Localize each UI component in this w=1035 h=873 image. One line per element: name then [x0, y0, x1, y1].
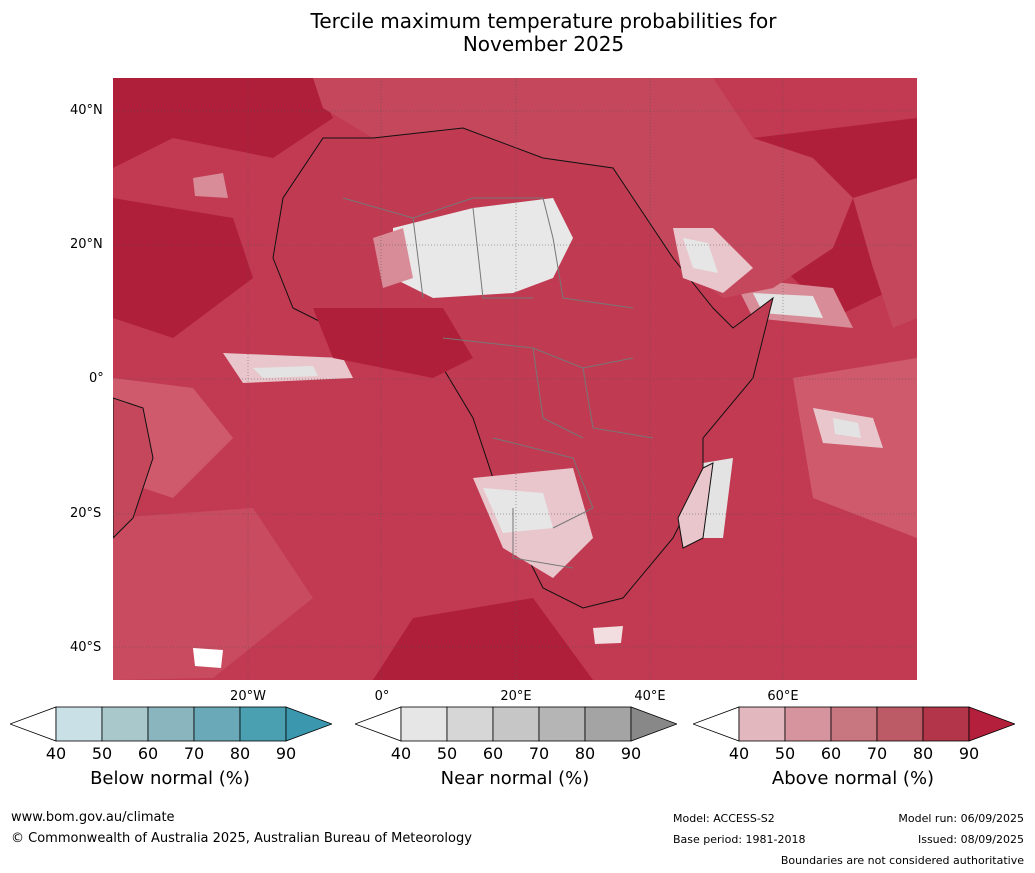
colorbar-below-lower-extend: [10, 706, 57, 742]
colorbar-label-near: Near normal (%): [440, 768, 590, 789]
map-title: Tercile maximum temperature probabilitie…: [0, 10, 1035, 56]
colorbar-above-lower-extend: [693, 706, 740, 742]
colorbar-near-lower-extend: [355, 706, 402, 742]
map-canvas: [113, 78, 917, 680]
india-land: [853, 178, 917, 328]
colorbar-above-tick: 50: [774, 744, 796, 763]
colorbar-above-segment: [922, 706, 970, 742]
colorbar-below-tick: 90: [275, 744, 297, 763]
colorbar-near-segment: [584, 706, 632, 742]
country-borders: [342, 197, 654, 569]
probability-map: [113, 78, 917, 680]
lat-label-equator: 0°: [89, 371, 104, 386]
lat-label-40s: 40°S: [70, 640, 102, 655]
colorbar-below-normal: [10, 706, 332, 742]
model-info: Model: ACCESS-S2: [673, 812, 775, 825]
colorbar-near-tick: 90: [620, 744, 642, 763]
issued-date: Issued: 08/09/2025: [917, 833, 1024, 846]
colorbar-above-tick: 60: [820, 744, 842, 763]
copyright-notice: © Commonwealth of Australia 2025, Austra…: [11, 831, 472, 846]
colorbar-near-segment: [446, 706, 494, 742]
lon-label-40e: 40°E: [634, 689, 666, 704]
base-period: Base period: 1981-2018: [673, 833, 806, 846]
colorbar-below-tick: 70: [183, 744, 205, 763]
colorbar-above-segment: [738, 706, 786, 742]
colorbar-label-below: Below normal (%): [90, 768, 250, 789]
colorbar-below-tick: 60: [137, 744, 159, 763]
colorbar-above-tick: 90: [958, 744, 980, 763]
lon-label-20w: 20°W: [230, 689, 266, 704]
colorbar-near-segment: [492, 706, 540, 742]
website-link[interactable]: www.bom.gov.au/climate: [11, 810, 175, 825]
colorbar-near-tick: 80: [574, 744, 596, 763]
colorbar-above-tick: 80: [912, 744, 934, 763]
model-run-date: Model run: 06/09/2025: [898, 812, 1024, 825]
colorbar-below-segment: [193, 706, 241, 742]
south-america-edge: [113, 397, 154, 539]
lat-label-20s: 20°S: [70, 506, 102, 521]
colorbar-near-segment: [538, 706, 586, 742]
colorbar-above-segment: [830, 706, 878, 742]
colorbar-below-tick: 40: [45, 744, 67, 763]
colorbar-above-tick: 70: [866, 744, 888, 763]
colorbar-below-tick: 50: [91, 744, 113, 763]
title-line-2: November 2025: [462, 32, 625, 56]
colorbar-near-normal: [355, 706, 677, 742]
colorbar-below-segment: [101, 706, 149, 742]
colorbar-below-segment: [55, 706, 103, 742]
colorbar-below-upper-extend: [285, 706, 332, 742]
colorbar-above-normal: [693, 706, 1015, 742]
colorbar-below-segment: [239, 706, 287, 742]
colorbar-near-tick: 50: [436, 744, 458, 763]
colorbar-near-tick: 40: [390, 744, 412, 763]
colorbar-below-segment: [147, 706, 195, 742]
colorbar-label-above: Above normal (%): [771, 768, 935, 789]
probability-shading: [113, 78, 917, 680]
lon-label-60e: 60°E: [767, 689, 799, 704]
colorbar-near-segment: [400, 706, 448, 742]
colorbar-below-tick: 80: [229, 744, 251, 763]
lon-label-20e: 20°E: [500, 689, 532, 704]
lat-label-40n: 40°N: [70, 103, 103, 118]
lon-label-0: 0°: [374, 689, 390, 704]
sahara-near-normal: [393, 198, 573, 298]
madagascar: [677, 462, 714, 549]
boundary-disclaimer: Boundaries are not considered authoritat…: [780, 854, 1024, 867]
colorbar-near-tick: 60: [482, 744, 504, 763]
colorbar-above-segment: [876, 706, 924, 742]
colorbar-near-tick: 70: [528, 744, 550, 763]
colorbar-above-tick: 40: [728, 744, 750, 763]
colorbar-near-upper-extend: [630, 706, 677, 742]
colorbar-above-upper-extend: [968, 706, 1015, 742]
colorbar-above-segment: [784, 706, 832, 742]
graticule: [113, 78, 917, 680]
lat-label-20n: 20°N: [70, 237, 103, 252]
title-line-1: Tercile maximum temperature probabilitie…: [310, 9, 777, 33]
